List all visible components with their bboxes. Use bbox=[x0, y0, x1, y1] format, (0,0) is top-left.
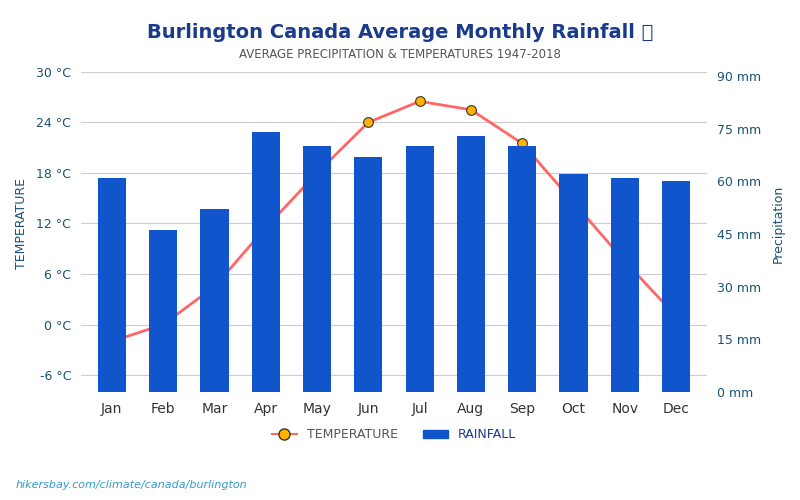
Text: hikersbay.com/climate/canada/burlington: hikersbay.com/climate/canada/burlington bbox=[16, 480, 248, 490]
Bar bbox=[662, 182, 690, 392]
Bar bbox=[508, 146, 536, 392]
Bar bbox=[406, 146, 434, 392]
Y-axis label: TEMPERATURE: TEMPERATURE bbox=[15, 178, 28, 269]
Bar bbox=[303, 146, 331, 392]
Bar bbox=[149, 230, 178, 392]
Bar bbox=[354, 157, 382, 392]
Bar bbox=[252, 132, 280, 392]
Bar bbox=[200, 210, 229, 392]
Y-axis label: Precipitation: Precipitation bbox=[772, 184, 785, 262]
Bar bbox=[457, 136, 485, 392]
Bar bbox=[559, 174, 588, 392]
Bar bbox=[98, 178, 126, 392]
Text: Burlington Canada Average Monthly Rainfall 🌧: Burlington Canada Average Monthly Rainfa… bbox=[147, 22, 653, 42]
Text: AVERAGE PRECIPITATION & TEMPERATURES 1947-2018: AVERAGE PRECIPITATION & TEMPERATURES 194… bbox=[239, 48, 561, 60]
Bar bbox=[610, 178, 639, 392]
Legend: TEMPERATURE, RAINFALL: TEMPERATURE, RAINFALL bbox=[267, 424, 521, 446]
